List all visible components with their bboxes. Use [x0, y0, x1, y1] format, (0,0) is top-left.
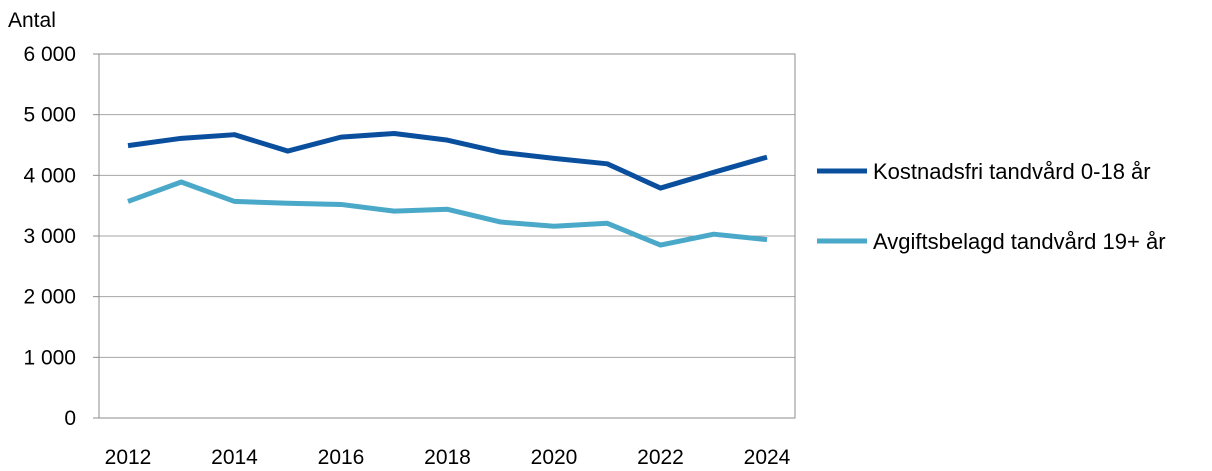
- x-tick-label: 2020: [531, 446, 578, 469]
- series-line: [127, 179, 768, 248]
- x-tick-label: 2024: [744, 446, 791, 469]
- y-tick-label: 3 000: [23, 225, 76, 248]
- x-tick-label: 2016: [318, 446, 365, 469]
- x-tick-label: 2018: [424, 446, 471, 469]
- y-tick-label: 6 000: [23, 43, 76, 66]
- gridlines: [99, 114, 795, 358]
- y-tick-label: 0: [64, 407, 76, 430]
- y-axis-title: Antal: [8, 9, 56, 32]
- x-tick-label: 2014: [211, 446, 258, 469]
- legend-label: Kostnadsfri tandvård 0-18 år: [873, 159, 1151, 184]
- y-tick-label: 5 000: [23, 104, 76, 127]
- series-lines: [127, 130, 768, 248]
- y-axis-tick-labels: 0 1 000 2 000 3 000 4 000 5 000 6 000: [23, 43, 99, 430]
- legend-label: Avgiftsbelagd tandvård 19+ år: [873, 229, 1166, 254]
- x-tick-label: 2012: [105, 446, 152, 469]
- y-tick-label: 1 000: [23, 346, 76, 369]
- y-tick-label: 4 000: [23, 164, 76, 187]
- y-tick-label: 2 000: [23, 286, 76, 309]
- legend: Kostnadsfri tandvård 0-18 år Avgiftsbelag…: [817, 159, 1166, 254]
- x-tick-label: 2022: [637, 446, 684, 469]
- series-line: [127, 130, 768, 191]
- x-axis-tick-labels: 2012 2014 2016 2018 2020 2022 2024: [105, 446, 791, 469]
